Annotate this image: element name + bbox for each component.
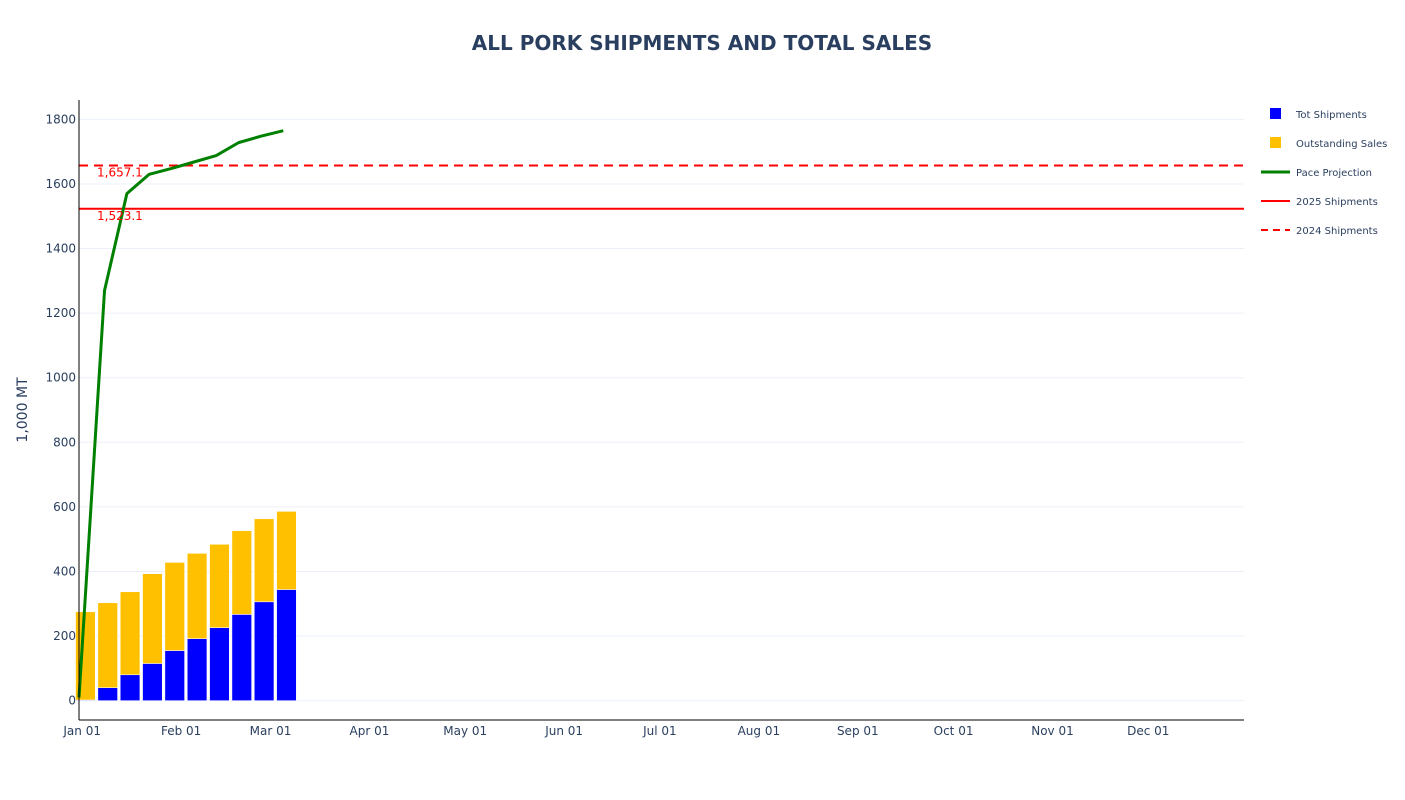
annotations: 1,657.1 1,523.1: [97, 166, 143, 223]
y-tick-label: 1800: [45, 112, 76, 126]
y-tick-label: 1400: [45, 242, 76, 256]
reference-lines: [79, 164, 1244, 210]
y-tick-label: 800: [53, 435, 76, 449]
legend-swatch: [1270, 108, 1281, 119]
axes: [78, 100, 1244, 721]
legend-label: 2024 Shipments: [1296, 226, 1378, 237]
x-tick-label: Apr 01: [350, 724, 390, 738]
legend: Tot Shipments Outstanding Sales Pace Proje…: [1261, 108, 1387, 237]
bar-tot-shipments: [119, 674, 141, 701]
y-tick-label: 200: [53, 629, 76, 643]
x-tick-label: May 01: [443, 724, 487, 738]
x-tick-label: Dec 01: [1127, 724, 1169, 738]
y-tick-label: 1000: [45, 371, 76, 385]
y-tick-label: 1600: [45, 177, 76, 191]
bar-outstanding-sales: [97, 602, 118, 688]
x-tick-label: Jun 01: [544, 724, 583, 738]
pace-projection-line: [77, 129, 284, 698]
legend-label: 2025 Shipments: [1296, 197, 1378, 208]
bar-tot-shipments: [254, 601, 275, 701]
legend-label: Tot Shipments: [1295, 110, 1367, 121]
reference-value-label: 1,523.1: [97, 209, 143, 223]
legend-label: Outstanding Sales: [1296, 139, 1387, 150]
pace-line: [77, 129, 284, 698]
bar-outstanding-sales: [164, 562, 185, 651]
y-axis-label: 1,000 MT: [15, 377, 31, 443]
bar-outstanding-sales: [276, 511, 297, 590]
reference-value-label: 1,657.1: [97, 166, 143, 180]
bar-outstanding-sales: [254, 518, 275, 603]
bar-tot-shipments: [164, 650, 185, 701]
x-tick-label: Mar 01: [250, 724, 292, 738]
legend-label: Pace Projection: [1296, 168, 1372, 179]
x-tick-label: Oct 01: [934, 724, 974, 738]
x-tick-label: Aug 01: [738, 724, 781, 738]
legend-swatch: [1270, 137, 1281, 148]
bar-outstanding-sales: [119, 591, 141, 676]
x-tick-label: Sep 01: [837, 724, 879, 738]
bar-outstanding-sales: [209, 544, 230, 628]
x-tick-label: Feb 01: [161, 724, 201, 738]
y-tick-labels: 0 200 400 600 800 1000 1200 1400 1600 1800: [45, 112, 76, 707]
bar-tot-shipments: [142, 663, 163, 701]
y-tick-label: 400: [53, 564, 76, 578]
bars: [75, 511, 297, 701]
bar-outstanding-sales: [142, 573, 163, 664]
bar-tot-shipments: [231, 614, 252, 701]
x-tick-labels: Jan 01 Feb 01 Mar 01 Apr 01 May 01 Jun 01 Jul …: [62, 724, 1169, 738]
bar-tot-shipments: [97, 687, 118, 701]
x-tick-label: Jul 01: [642, 724, 677, 738]
bar-outstanding-sales: [187, 553, 208, 639]
bar-tot-shipments: [187, 638, 208, 701]
y-tick-label: 0: [68, 694, 76, 708]
bar-tot-shipments: [276, 589, 297, 701]
x-tick-label: Jan 01: [62, 724, 101, 738]
bar-outstanding-sales: [231, 530, 252, 615]
y-tick-label: 600: [53, 500, 76, 514]
y-tick-label: 1200: [45, 306, 76, 320]
chart-title: ALL PORK SHIPMENTS AND TOTAL SALES: [472, 31, 932, 55]
x-tick-label: Nov 01: [1031, 724, 1074, 738]
bar-tot-shipments: [209, 627, 230, 701]
